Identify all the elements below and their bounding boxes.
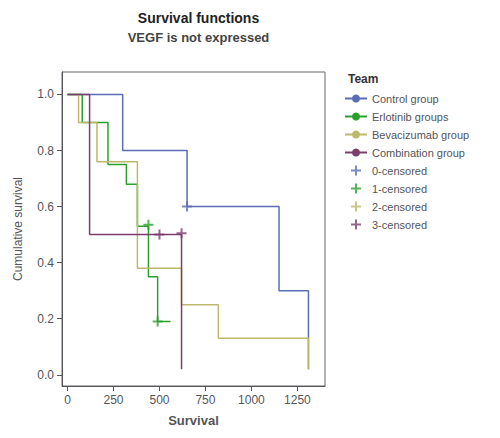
svg-text:1250: 1250 <box>284 393 311 407</box>
svg-text:0-censored: 0-censored <box>372 165 427 177</box>
svg-text:VEGF is not expressed: VEGF is not expressed <box>128 30 270 45</box>
svg-text:3-censored: 3-censored <box>372 219 427 231</box>
svg-text:Bevacizumab group: Bevacizumab group <box>372 129 469 141</box>
svg-text:500: 500 <box>149 393 169 407</box>
svg-text:250: 250 <box>103 393 123 407</box>
svg-text:Combination group: Combination group <box>372 147 465 159</box>
svg-text:1.0: 1.0 <box>37 87 54 101</box>
svg-text:0.0: 0.0 <box>37 368 54 382</box>
svg-text:Team: Team <box>348 72 378 86</box>
svg-text:0: 0 <box>64 393 71 407</box>
svg-text:1000: 1000 <box>238 393 265 407</box>
svg-text:Cumulative survival: Cumulative survival <box>11 177 25 281</box>
svg-text:0.6: 0.6 <box>37 200 54 214</box>
svg-text:0.2: 0.2 <box>37 312 54 326</box>
svg-text:1-censored: 1-censored <box>372 183 427 195</box>
svg-text:Control group: Control group <box>372 93 439 105</box>
svg-text:0.8: 0.8 <box>37 144 54 158</box>
svg-text:0.4: 0.4 <box>37 256 54 270</box>
svg-text:750: 750 <box>195 393 215 407</box>
svg-text:Survival functions: Survival functions <box>138 10 260 26</box>
svg-text:2-censored: 2-censored <box>372 201 427 213</box>
svg-text:Survival: Survival <box>168 413 219 428</box>
svg-text:Erlotinib groups: Erlotinib groups <box>372 111 449 123</box>
